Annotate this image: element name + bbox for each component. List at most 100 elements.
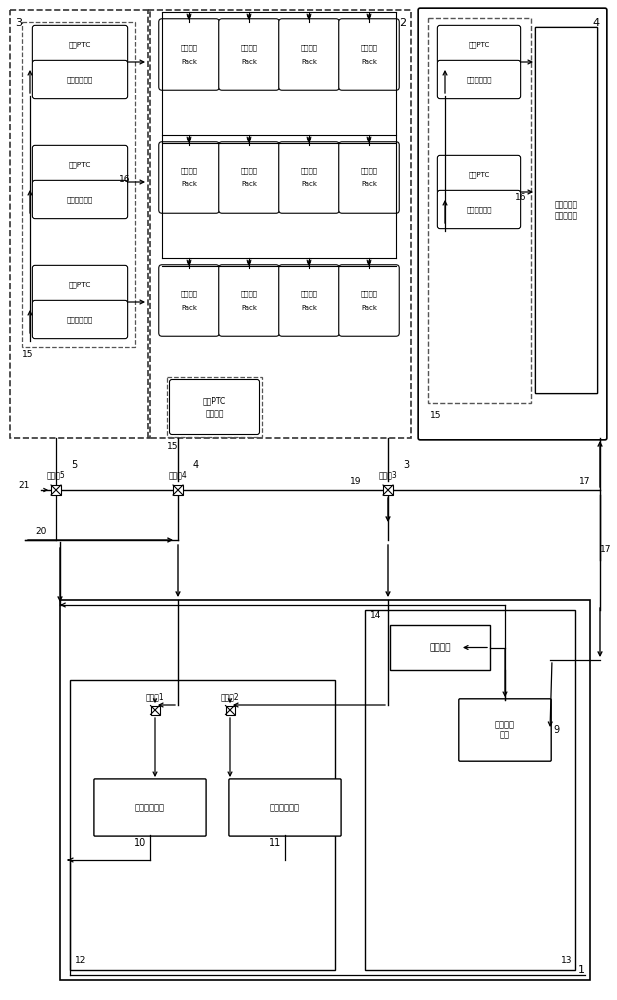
Text: 空调末端设备: 空调末端设备 xyxy=(67,316,93,323)
Text: 10: 10 xyxy=(134,838,146,848)
Text: 1: 1 xyxy=(578,965,585,975)
FancyBboxPatch shape xyxy=(94,779,206,836)
Text: 加热PTC: 加热PTC xyxy=(468,171,490,178)
Text: 15: 15 xyxy=(430,411,442,420)
Text: Pack: Pack xyxy=(361,182,377,188)
FancyBboxPatch shape xyxy=(70,680,335,970)
Text: 电池液冷: 电池液冷 xyxy=(241,290,257,297)
Text: 3: 3 xyxy=(15,18,22,28)
FancyBboxPatch shape xyxy=(32,300,128,339)
Text: 电池液冷: 电池液冷 xyxy=(181,44,197,51)
Text: 电磁阀4: 电磁阀4 xyxy=(168,471,188,480)
FancyBboxPatch shape xyxy=(229,779,341,836)
Text: Pack: Pack xyxy=(181,58,197,64)
Bar xyxy=(51,485,61,495)
Text: 电器设备及
发热元器件: 电器设备及 发热元器件 xyxy=(555,201,578,220)
Text: Pack: Pack xyxy=(241,58,257,64)
FancyBboxPatch shape xyxy=(279,142,339,213)
Text: 电磁阀3: 电磁阀3 xyxy=(379,471,397,480)
FancyBboxPatch shape xyxy=(459,699,551,761)
FancyBboxPatch shape xyxy=(365,610,575,970)
Text: 21: 21 xyxy=(18,481,30,489)
Bar xyxy=(225,706,234,714)
FancyBboxPatch shape xyxy=(32,60,128,99)
Text: 加热PTC: 加热PTC xyxy=(69,41,91,48)
Bar xyxy=(10,10,150,438)
Text: 14: 14 xyxy=(370,611,381,620)
FancyBboxPatch shape xyxy=(437,155,521,194)
Text: 20: 20 xyxy=(35,528,46,536)
FancyBboxPatch shape xyxy=(437,190,521,229)
FancyBboxPatch shape xyxy=(219,142,280,213)
Text: Pack: Pack xyxy=(301,58,317,64)
Bar xyxy=(383,485,393,495)
Text: 电池液冷: 电池液冷 xyxy=(300,167,318,174)
Text: 13: 13 xyxy=(560,956,572,965)
Bar xyxy=(167,377,262,437)
Text: 4: 4 xyxy=(593,18,600,28)
Text: 2: 2 xyxy=(399,18,406,28)
FancyBboxPatch shape xyxy=(437,60,521,99)
Text: Pack: Pack xyxy=(301,182,317,188)
Text: 加热PTC: 加热PTC xyxy=(69,161,91,168)
Text: 空调末端设备: 空调末端设备 xyxy=(466,76,492,83)
Text: Pack: Pack xyxy=(361,58,377,64)
Text: 空调水冷机组: 空调水冷机组 xyxy=(135,803,165,812)
Text: 3: 3 xyxy=(403,460,409,470)
FancyBboxPatch shape xyxy=(418,8,607,440)
Text: 4: 4 xyxy=(193,460,199,470)
Text: Pack: Pack xyxy=(241,304,257,310)
FancyBboxPatch shape xyxy=(279,19,339,90)
Text: 加热PTC: 加热PTC xyxy=(468,41,490,48)
FancyBboxPatch shape xyxy=(32,180,128,219)
Text: 空调末端设备: 空调末端设备 xyxy=(67,76,93,83)
Text: 19: 19 xyxy=(350,478,362,487)
Text: 空调末端设备: 空调末端设备 xyxy=(67,196,93,203)
FancyBboxPatch shape xyxy=(437,25,521,64)
Text: 液体循环
水泵: 液体循环 水泵 xyxy=(495,720,515,740)
FancyBboxPatch shape xyxy=(536,27,598,394)
Text: Pack: Pack xyxy=(301,304,317,310)
FancyBboxPatch shape xyxy=(32,145,128,184)
Bar xyxy=(148,10,411,438)
Text: 加热PTC: 加热PTC xyxy=(69,281,91,288)
FancyBboxPatch shape xyxy=(339,142,399,213)
Text: 17: 17 xyxy=(579,478,590,487)
Bar xyxy=(428,18,531,403)
Text: 膨胀水箱: 膨胀水箱 xyxy=(429,643,451,652)
Bar xyxy=(151,706,160,714)
FancyBboxPatch shape xyxy=(32,25,128,64)
Text: 电池液冷: 电池液冷 xyxy=(241,44,257,51)
Text: Pack: Pack xyxy=(241,182,257,188)
FancyBboxPatch shape xyxy=(279,265,339,336)
FancyBboxPatch shape xyxy=(32,265,128,304)
FancyBboxPatch shape xyxy=(60,600,590,980)
Text: 15: 15 xyxy=(167,442,178,451)
Text: Pack: Pack xyxy=(181,304,197,310)
FancyBboxPatch shape xyxy=(159,265,219,336)
Text: 电池液冷: 电池液冷 xyxy=(181,290,197,297)
Text: 12: 12 xyxy=(75,956,86,965)
Text: 电磁阀2: 电磁阀2 xyxy=(221,692,239,702)
Text: 电池液冷: 电池液冷 xyxy=(360,44,378,51)
Text: 16: 16 xyxy=(118,176,130,184)
Text: 电池液冷: 电池液冷 xyxy=(300,290,318,297)
Text: 电池PTC: 电池PTC xyxy=(203,396,226,406)
Text: 电池液冷: 电池液冷 xyxy=(360,290,378,297)
FancyBboxPatch shape xyxy=(159,19,219,90)
Text: 电磁阀5: 电磁阀5 xyxy=(47,471,65,480)
FancyBboxPatch shape xyxy=(390,625,490,670)
FancyBboxPatch shape xyxy=(219,19,280,90)
Text: 17: 17 xyxy=(600,546,611,554)
Text: Pack: Pack xyxy=(361,304,377,310)
Bar xyxy=(22,22,135,347)
FancyBboxPatch shape xyxy=(339,265,399,336)
Text: 电池液冷: 电池液冷 xyxy=(360,167,378,174)
Text: Pack: Pack xyxy=(181,182,197,188)
Text: 电磁阀1: 电磁阀1 xyxy=(146,692,164,702)
FancyBboxPatch shape xyxy=(170,379,260,434)
Text: 电池液冷: 电池液冷 xyxy=(181,167,197,174)
FancyBboxPatch shape xyxy=(219,265,280,336)
Text: 加热模块: 加热模块 xyxy=(205,410,224,418)
Text: 15: 15 xyxy=(22,350,33,359)
